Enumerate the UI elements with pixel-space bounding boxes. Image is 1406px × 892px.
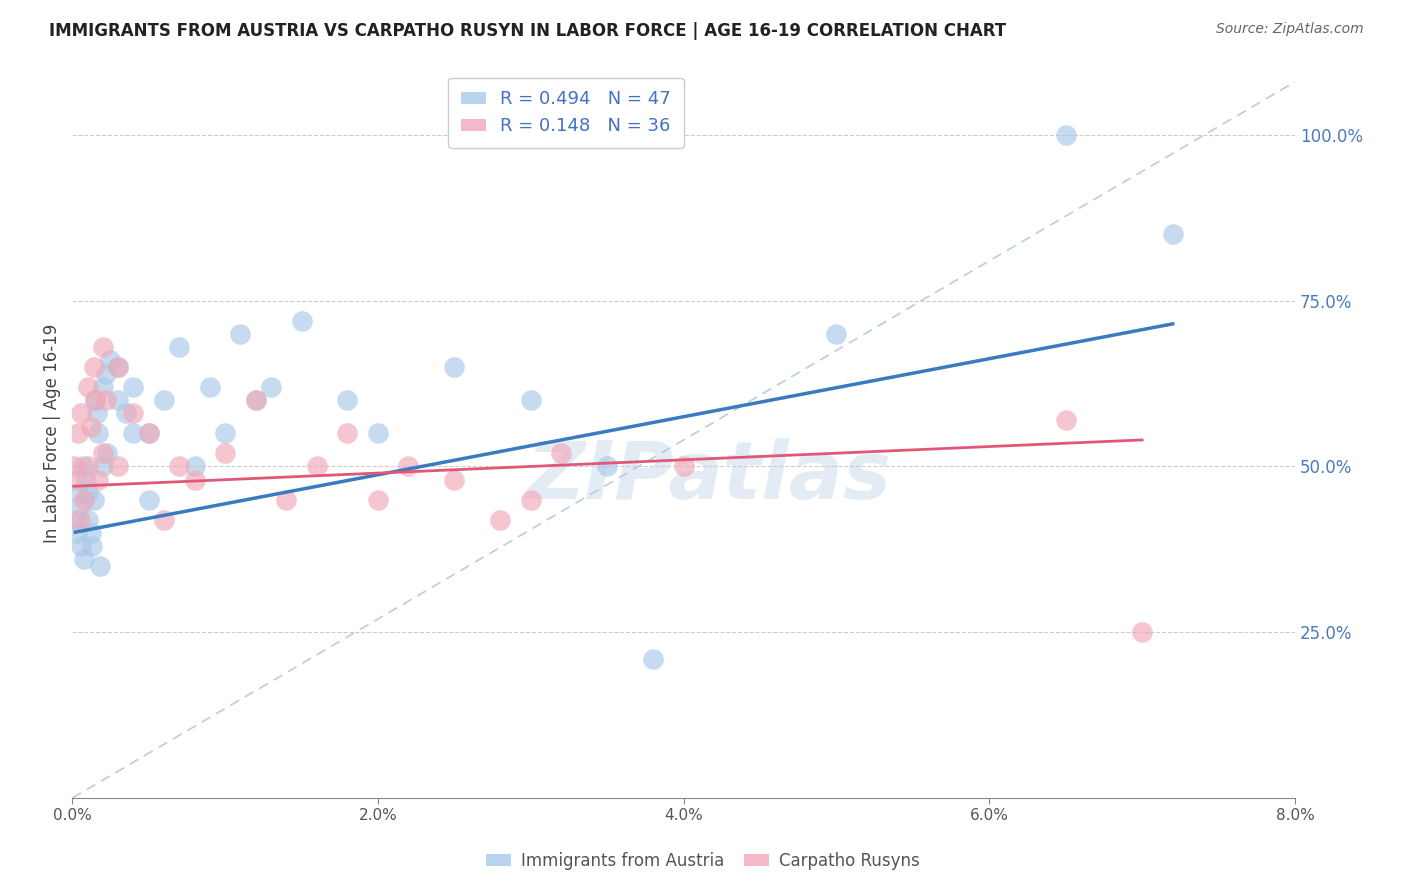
Point bbox=[520, 492, 543, 507]
Point bbox=[1054, 128, 1077, 142]
Point bbox=[641, 652, 664, 666]
Point bbox=[70, 406, 93, 420]
Point bbox=[443, 359, 465, 374]
Point bbox=[89, 558, 111, 573]
Point bbox=[76, 380, 98, 394]
Point bbox=[83, 492, 105, 507]
Point bbox=[550, 446, 572, 460]
Point bbox=[214, 426, 236, 441]
Point bbox=[122, 406, 145, 420]
Point bbox=[245, 393, 267, 408]
Point bbox=[367, 426, 389, 441]
Point bbox=[79, 525, 101, 540]
Point bbox=[62, 459, 84, 474]
Point bbox=[290, 313, 312, 327]
Y-axis label: In Labor Force | Age 16-19: In Labor Force | Age 16-19 bbox=[44, 324, 60, 543]
Point bbox=[336, 426, 359, 441]
Point bbox=[94, 367, 117, 381]
Point bbox=[260, 380, 283, 394]
Point bbox=[214, 446, 236, 460]
Text: IMMIGRANTS FROM AUSTRIA VS CARPATHO RUSYN IN LABOR FORCE | AGE 16-19 CORRELATION: IMMIGRANTS FROM AUSTRIA VS CARPATHO RUSY… bbox=[49, 22, 1007, 40]
Point bbox=[443, 473, 465, 487]
Point bbox=[122, 426, 145, 441]
Point bbox=[94, 393, 117, 408]
Point bbox=[76, 486, 98, 500]
Point bbox=[138, 426, 160, 441]
Point bbox=[69, 500, 91, 514]
Point bbox=[122, 380, 145, 394]
Point bbox=[91, 340, 114, 354]
Point bbox=[91, 459, 114, 474]
Point bbox=[84, 393, 107, 408]
Point bbox=[69, 512, 91, 526]
Text: ZIPatlas: ZIPatlas bbox=[526, 438, 890, 516]
Point bbox=[67, 486, 90, 500]
Point bbox=[75, 473, 97, 487]
Point bbox=[114, 406, 136, 420]
Point bbox=[167, 340, 190, 354]
Point bbox=[183, 459, 205, 474]
Point bbox=[153, 393, 176, 408]
Point bbox=[1161, 227, 1184, 242]
Point bbox=[107, 359, 129, 374]
Point bbox=[367, 492, 389, 507]
Point bbox=[107, 359, 129, 374]
Point bbox=[87, 473, 110, 487]
Point bbox=[66, 473, 89, 487]
Point bbox=[229, 326, 252, 341]
Legend: R = 0.494   N = 47, R = 0.148   N = 36: R = 0.494 N = 47, R = 0.148 N = 36 bbox=[449, 78, 683, 148]
Point bbox=[65, 512, 87, 526]
Point bbox=[91, 380, 114, 394]
Point bbox=[66, 525, 89, 540]
Point bbox=[91, 446, 114, 460]
Point bbox=[198, 380, 221, 394]
Text: Source: ZipAtlas.com: Source: ZipAtlas.com bbox=[1216, 22, 1364, 37]
Point bbox=[72, 459, 94, 474]
Point bbox=[76, 512, 98, 526]
Legend: Immigrants from Austria, Carpatho Rusyns: Immigrants from Austria, Carpatho Rusyns bbox=[479, 846, 927, 877]
Point bbox=[183, 473, 205, 487]
Point bbox=[79, 419, 101, 434]
Point bbox=[138, 426, 160, 441]
Point bbox=[67, 426, 90, 441]
Point bbox=[1130, 625, 1153, 640]
Point bbox=[398, 459, 420, 474]
Point bbox=[825, 326, 848, 341]
Point bbox=[336, 393, 359, 408]
Point bbox=[1054, 413, 1077, 427]
Point bbox=[107, 459, 129, 474]
Point bbox=[153, 512, 176, 526]
Point bbox=[96, 446, 118, 460]
Point bbox=[245, 393, 267, 408]
Point bbox=[84, 393, 107, 408]
Point bbox=[167, 459, 190, 474]
Point bbox=[100, 353, 122, 368]
Point bbox=[83, 359, 105, 374]
Point bbox=[70, 539, 93, 553]
Point bbox=[73, 552, 96, 566]
Point bbox=[76, 459, 98, 474]
Point bbox=[86, 406, 108, 420]
Point bbox=[596, 459, 619, 474]
Point bbox=[520, 393, 543, 408]
Point bbox=[276, 492, 298, 507]
Point bbox=[489, 512, 512, 526]
Point bbox=[672, 459, 695, 474]
Point bbox=[305, 459, 328, 474]
Point bbox=[138, 492, 160, 507]
Point bbox=[87, 426, 110, 441]
Point bbox=[107, 393, 129, 408]
Point bbox=[82, 539, 104, 553]
Point bbox=[73, 492, 96, 507]
